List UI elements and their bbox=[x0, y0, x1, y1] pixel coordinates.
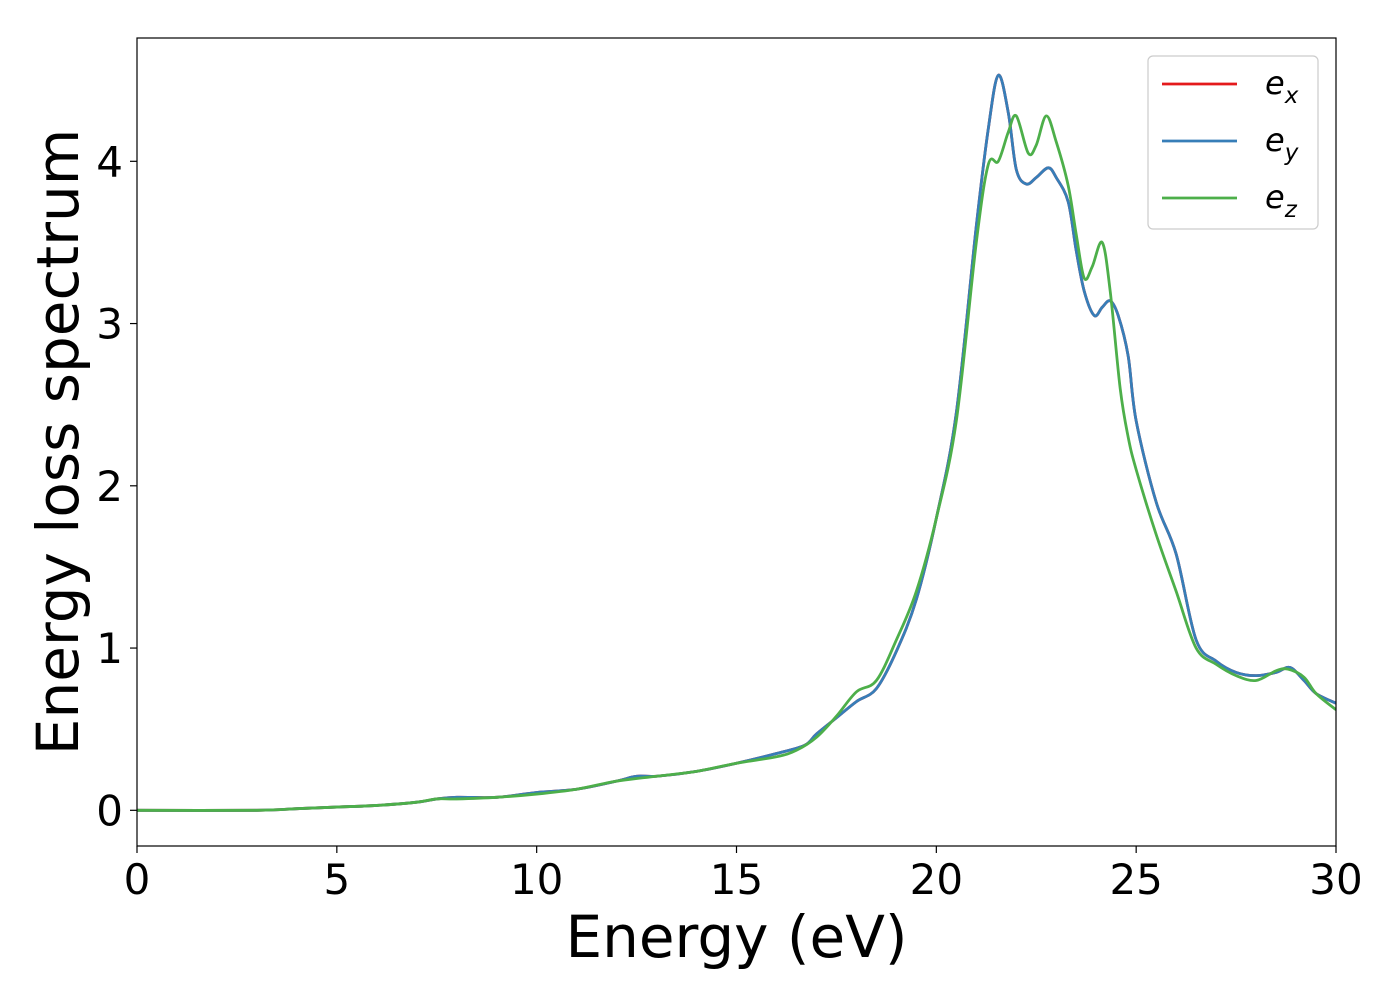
x-tick-label: 20 bbox=[910, 855, 963, 904]
legend-label-ez: ez bbox=[1265, 178, 1298, 223]
x-tick-label: 5 bbox=[323, 855, 350, 904]
y-tick-label: 3 bbox=[96, 300, 123, 349]
legend-label-ex: ex bbox=[1265, 64, 1299, 109]
y-tick-label: 0 bbox=[96, 786, 123, 835]
series-layer bbox=[137, 73, 1336, 812]
legend: ex ey ez bbox=[1147, 55, 1319, 230]
series-line-ez bbox=[137, 113, 1336, 812]
y-tick-label: 2 bbox=[96, 462, 123, 511]
series-line-ey bbox=[137, 73, 1336, 812]
y-axis-ticks: 0 1 2 3 4 bbox=[96, 137, 137, 835]
y-tick-label: 4 bbox=[96, 137, 123, 186]
x-axis-ticks: 0 5 10 15 20 25 30 bbox=[124, 846, 1363, 904]
x-tick-label: 25 bbox=[1109, 855, 1162, 904]
x-axis-title: Energy (eV) bbox=[565, 903, 907, 971]
y-tick-label: 1 bbox=[96, 624, 123, 673]
x-tick-label: 10 bbox=[510, 855, 563, 904]
legend-box bbox=[1147, 55, 1319, 230]
x-tick-label: 0 bbox=[124, 855, 151, 904]
y-axis-title: Energy loss spectrum bbox=[24, 129, 92, 755]
legend-label-ey: ey bbox=[1265, 121, 1299, 166]
x-tick-label: 30 bbox=[1309, 855, 1362, 904]
x-tick-label: 15 bbox=[710, 855, 763, 904]
